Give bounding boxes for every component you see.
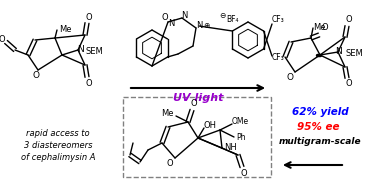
Text: N: N <box>196 21 202 31</box>
Text: N: N <box>181 11 187 19</box>
Text: 3 diastereomers: 3 diastereomers <box>24 141 92 149</box>
Text: O: O <box>241 169 247 177</box>
Text: OH: OH <box>204 122 217 130</box>
Text: O: O <box>162 13 168 21</box>
Text: O: O <box>86 78 92 88</box>
Text: O: O <box>287 74 293 82</box>
Text: O: O <box>346 15 352 25</box>
Text: Ph: Ph <box>236 134 245 143</box>
Text: OMe: OMe <box>232 118 249 126</box>
Text: N: N <box>336 48 342 56</box>
Text: Me: Me <box>313 23 325 33</box>
Text: rapid access to: rapid access to <box>26 128 90 137</box>
Text: O: O <box>346 80 352 88</box>
Text: Me: Me <box>161 110 174 118</box>
Text: O: O <box>167 159 173 169</box>
Text: ⊕: ⊕ <box>203 21 209 31</box>
Text: Me: Me <box>59 25 71 35</box>
Text: UV light: UV light <box>173 93 223 103</box>
Text: O: O <box>191 100 197 108</box>
Bar <box>123 97 271 177</box>
Text: O: O <box>33 72 39 80</box>
Text: 95% ee: 95% ee <box>297 122 339 132</box>
Text: of cephalimysin A: of cephalimysin A <box>21 153 95 161</box>
Text: 62% yield: 62% yield <box>292 107 348 117</box>
Text: O: O <box>0 35 5 45</box>
Text: O: O <box>322 23 328 33</box>
Text: CF₃: CF₃ <box>272 15 285 25</box>
Text: CF₃: CF₃ <box>272 54 285 62</box>
Text: multigram-scale: multigram-scale <box>279 136 361 145</box>
Text: N: N <box>77 46 84 54</box>
Text: NH: NH <box>224 143 237 153</box>
Text: N: N <box>168 19 174 29</box>
Text: SEM: SEM <box>345 48 363 58</box>
Text: SEM: SEM <box>86 46 104 56</box>
Text: ⊖: ⊖ <box>219 11 225 21</box>
Text: BF₄: BF₄ <box>226 15 239 25</box>
Text: O: O <box>86 13 92 21</box>
